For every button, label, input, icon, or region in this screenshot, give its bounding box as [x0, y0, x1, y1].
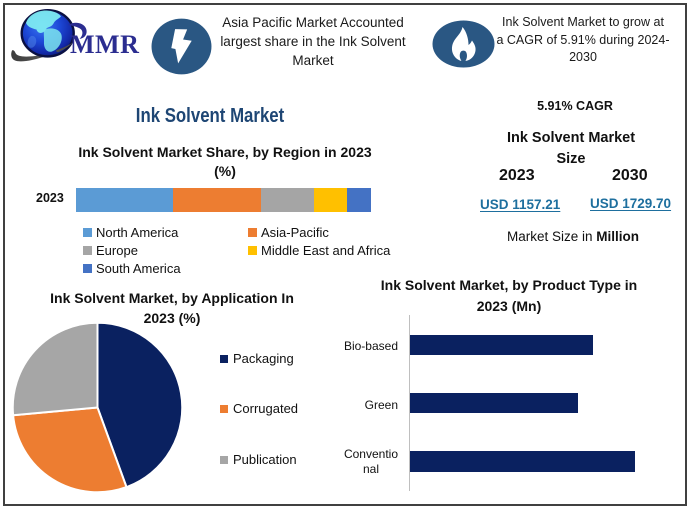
- svg-text:MMR: MMR: [70, 30, 139, 59]
